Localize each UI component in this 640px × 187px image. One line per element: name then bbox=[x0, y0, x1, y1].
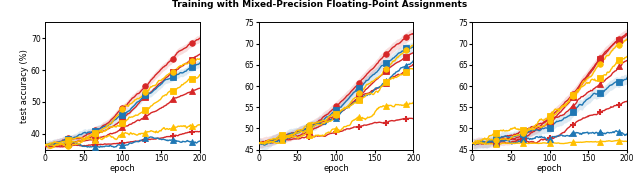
Y-axis label: test accuracy (%): test accuracy (%) bbox=[20, 49, 29, 123]
X-axis label: epoch: epoch bbox=[109, 164, 135, 173]
Text: Training with Mixed-Precision Floating-Point Assignments: Training with Mixed-Precision Floating-P… bbox=[172, 0, 468, 9]
X-axis label: epoch: epoch bbox=[323, 164, 349, 173]
X-axis label: epoch: epoch bbox=[537, 164, 563, 173]
